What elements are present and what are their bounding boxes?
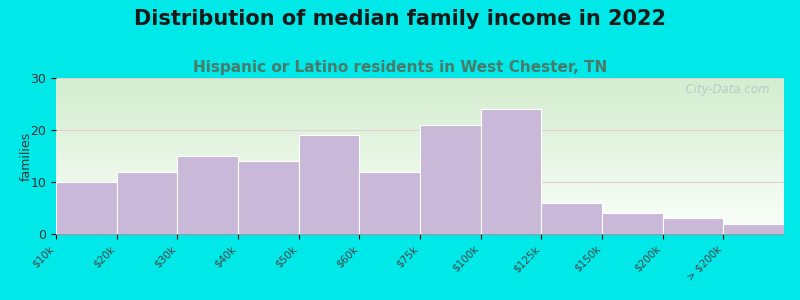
Bar [178, 156, 238, 234]
Bar [117, 172, 178, 234]
Text: City-Data.com: City-Data.com [678, 83, 770, 96]
Bar [602, 213, 662, 234]
Text: Distribution of median family income in 2022: Distribution of median family income in … [134, 9, 666, 29]
Bar [542, 203, 602, 234]
Y-axis label: families: families [20, 131, 33, 181]
Bar [238, 161, 298, 234]
Bar [723, 224, 784, 234]
Bar [481, 109, 542, 234]
Text: Hispanic or Latino residents in West Chester, TN: Hispanic or Latino residents in West Che… [193, 60, 607, 75]
Bar [359, 172, 420, 234]
Bar [56, 182, 117, 234]
Bar [662, 218, 723, 234]
Bar [420, 125, 481, 234]
Bar [298, 135, 359, 234]
